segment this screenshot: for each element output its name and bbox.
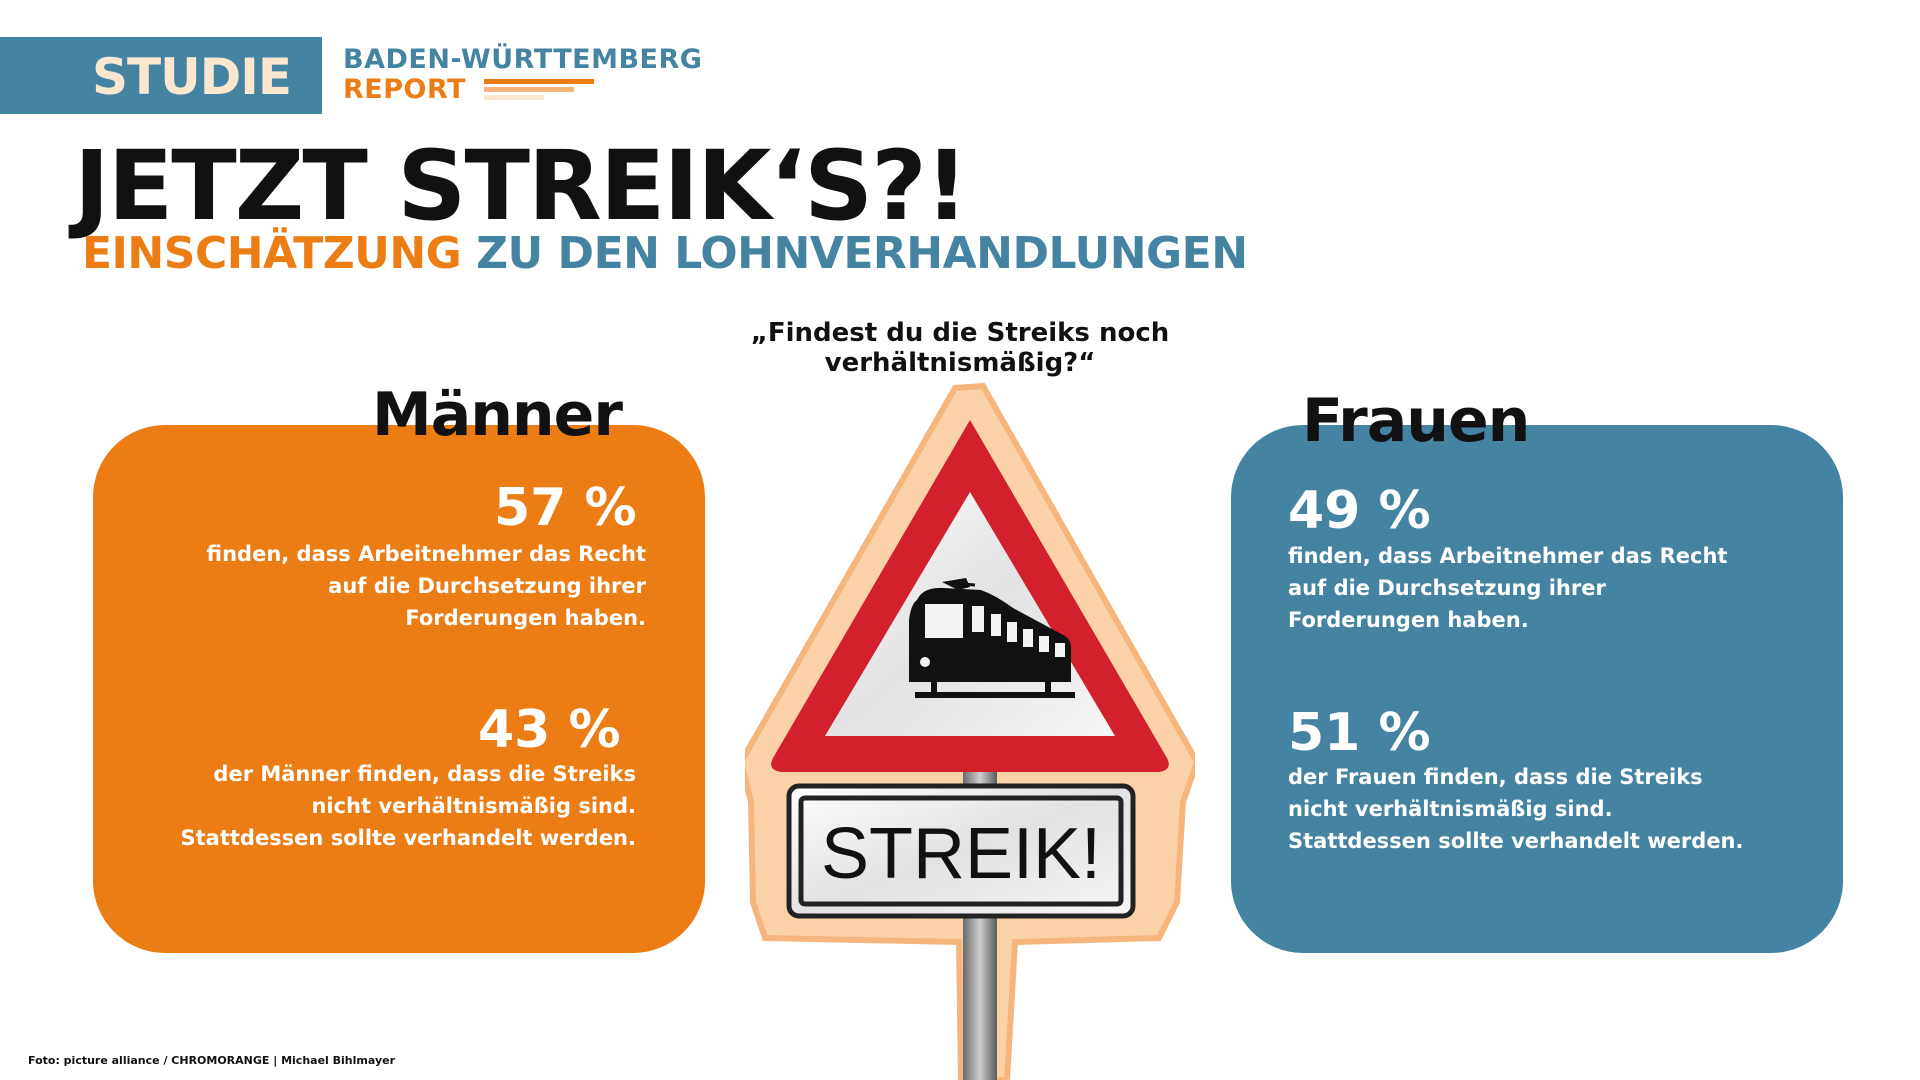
men-stat1-text: finden, dass Arbeitnehmer das Recht auf … bbox=[206, 542, 646, 630]
studie-banner bbox=[0, 37, 322, 114]
subheadline-part1: EINSCHÄTZUNG bbox=[82, 228, 462, 279]
report-title-line2: REPORT bbox=[343, 74, 466, 105]
women-stat2-text: der Frauen finden, dass die Streiks nich… bbox=[1288, 765, 1744, 853]
strike-sign-illustration: STREIK! bbox=[745, 382, 1195, 1080]
survey-question: „Findest du die Streiks noch verhältnism… bbox=[750, 318, 1170, 378]
photo-credit: Foto: picture alliance / CHROMORANGE | M… bbox=[28, 1054, 396, 1067]
men-panel bbox=[93, 425, 705, 953]
report-title-line1: BADEN-WÜRTTEMBERG bbox=[343, 44, 703, 75]
men-stat2-text: der Männer finden, dass die Streiks nich… bbox=[180, 762, 637, 850]
women-stat1-value: 49 % bbox=[1288, 481, 1431, 541]
subheadline-part2: ZU DEN LOHNVERHANDLUNGEN bbox=[476, 228, 1248, 279]
strike-plate bbox=[786, 783, 1136, 919]
strike-plate-border bbox=[798, 795, 1124, 907]
studie-label: STUDIE bbox=[92, 48, 292, 106]
decorative-stripe bbox=[484, 87, 574, 92]
men-stat1-value: 57 % bbox=[494, 478, 637, 538]
men-panel-title: Männer bbox=[372, 380, 623, 450]
women-stat1-text: finden, dass Arbeitnehmer das Recht auf … bbox=[1288, 544, 1728, 632]
women-stat2-value: 51 % bbox=[1288, 703, 1431, 763]
train-icon bbox=[909, 578, 1075, 698]
page-subheadline: EINSCHÄTZUNG ZU DEN LOHNVERHANDLUNGEN bbox=[82, 228, 1248, 279]
decorative-stripe bbox=[484, 79, 594, 84]
decorative-stripe bbox=[484, 95, 544, 100]
women-panel-title: Frauen bbox=[1302, 386, 1530, 456]
page-headline: JETZT STREIK‘S?! bbox=[74, 130, 969, 242]
women-panel bbox=[1231, 425, 1843, 953]
strike-plate-label: STREIK! bbox=[821, 814, 1101, 894]
men-stat2-value: 43 % bbox=[478, 700, 621, 760]
